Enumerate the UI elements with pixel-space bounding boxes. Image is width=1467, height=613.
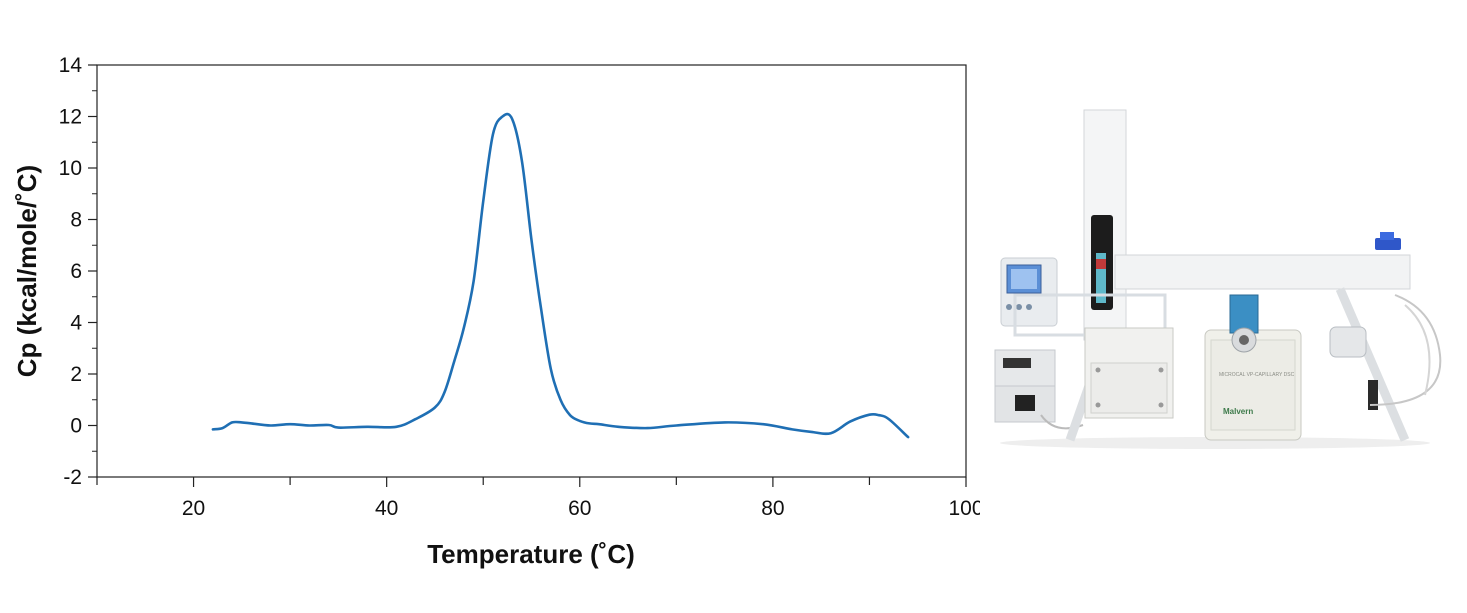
x-tick-label: 100 [948,497,980,520]
dsc-cell-unit: MICROCAL VP-CAPILLARY DSC Malvern [1204,294,1302,441]
y-tick-label: 0 [70,415,82,438]
x-tick-label: 40 [375,497,398,520]
autosampler [1084,327,1174,419]
cp-temperature-chart: -2 0 2 4 6 8 10 12 14 20 40 60 80 100 Temperature (˚… [12,54,980,569]
controller-unit [994,257,1084,430]
y-axis: -2 0 2 4 6 8 10 12 14 [59,54,97,489]
brand-label: Malvern [1223,407,1253,416]
x-axis: 20 40 60 80 100 [96,477,980,520]
x-axis-title: Temperature (˚C) [427,539,635,569]
y-tick-label: 2 [70,363,82,386]
model-label: MICROCAL VP-CAPILLARY DSC [1219,372,1295,378]
series-line [211,112,910,439]
y-tick-label: 4 [70,312,82,335]
gantry [1013,109,1411,442]
right-fittings [1329,294,1442,410]
x-tick-label: 60 [568,497,591,520]
plot-frame [96,64,967,478]
y-tick-label: -2 [63,466,82,489]
y-axis-title: Cp (kcal/mole/˚C) [12,165,42,377]
y-tick-label: 12 [59,106,82,129]
y-tick-label: 14 [59,54,83,77]
y-tick-label: 10 [59,157,82,180]
dsc-instrument-photo: MICROCAL VP-CAPILLARY DSC Malvern [994,109,1442,449]
x-tick-label: 20 [182,497,205,520]
x-tick-label: 80 [761,497,784,520]
y-tick-label: 6 [70,260,82,283]
y-tick-label: 8 [70,209,82,232]
